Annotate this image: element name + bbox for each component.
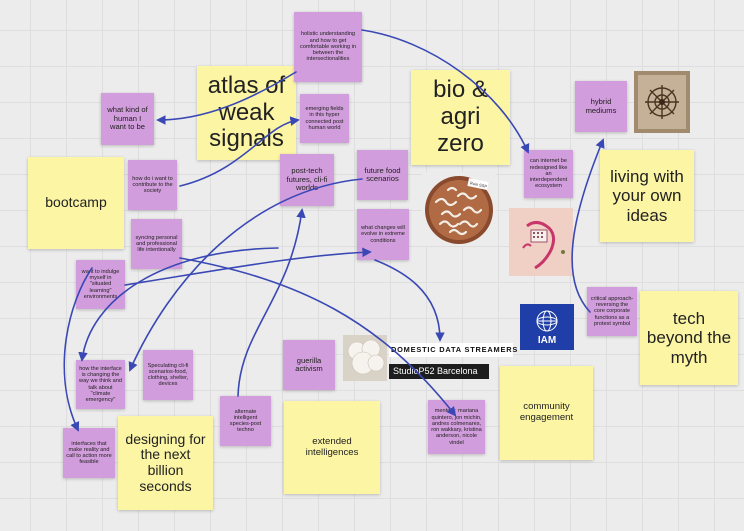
note-text: future food scenarios	[364, 165, 401, 183]
note-what-kind-of-human[interactable]: what kind of human I want to be	[101, 93, 154, 145]
note-interfaces-reality[interactable]: interfaces that make reality and call to…	[63, 428, 115, 478]
note-alternate-intelligent-species[interactable]: alternate intelligent species-post techn…	[220, 396, 271, 446]
note-critical-approach[interactable]: critical approach-reversing the core cor…	[587, 287, 637, 336]
photo-wall-art[interactable]	[634, 71, 690, 133]
note-how-do-i-contribute[interactable]: how do i want to contribute to the socie…	[128, 160, 177, 210]
note-holistic-understanding[interactable]: holistic understanding and how to get co…	[294, 12, 362, 82]
note-guerilla-activism[interactable]: guerilla activism	[283, 340, 335, 390]
note-how-the-interface[interactable]: how the interface is changing the way we…	[76, 360, 125, 409]
svg-text:Ruin SSP: Ruin SSP	[470, 180, 488, 189]
studio-logo-text: StudioP52 Barcelona	[393, 366, 478, 376]
note-extended-intelligences[interactable]: extended intelligences	[284, 401, 380, 494]
note-text: alternate intelligent species-post techn…	[229, 408, 262, 434]
note-situated-learning[interactable]: want to indulge myself in "situated lear…	[76, 260, 125, 309]
object-image	[522, 221, 565, 270]
logo-domestic-data-streamers[interactable]: DOMESTIC DATA STREAMERS	[389, 343, 517, 357]
note-text: critical approach-reversing the core cor…	[590, 295, 634, 327]
note-syncing-personal-professional[interactable]: syncing personal and professional life i…	[131, 219, 182, 269]
note-text: interfaces that make reality and call to…	[66, 440, 112, 466]
note-text: atlas of weak signals	[207, 71, 286, 153]
photo-foam-sculpture[interactable]	[343, 335, 387, 381]
note-text: how the interface is changing the way we…	[79, 365, 122, 403]
logo-iam[interactable]: IAM	[520, 304, 574, 350]
arrow-syncing-to-mentors	[179, 257, 457, 417]
note-text: bootcamp	[45, 194, 107, 211]
note-community-engagement[interactable]: community engagement	[500, 366, 593, 460]
note-emerging-fields[interactable]: emerging fields in this hyper connected …	[300, 94, 349, 143]
note-post-tech-futures[interactable]: post-tech futures, cli-fi worlds	[280, 154, 334, 206]
note-designing-next-billion-seconds[interactable]: designing for the next billion seconds	[118, 416, 213, 510]
note-text: holistic understanding and how to get co…	[300, 31, 356, 63]
logo-studiop52[interactable]: StudioP52 Barcelona	[389, 364, 489, 379]
note-what-changes[interactable]: what changes will evolve in extreme cond…	[357, 209, 409, 260]
pizza-image: Ruin SSP	[425, 176, 493, 244]
photo-pink-object[interactable]	[509, 208, 573, 276]
note-mentors[interactable]: mentors: mariana quintero, jon michin, a…	[428, 400, 485, 454]
note-text: post-tech futures, cli-fi worlds	[286, 166, 328, 193]
note-text: how do i want to contribute to the socie…	[132, 175, 173, 195]
note-living-with-your-own-ideas[interactable]: living with your own ideas	[600, 150, 694, 242]
note-atlas-of-weak-signals[interactable]: atlas of weak signals	[197, 66, 296, 160]
iam-globe-icon	[536, 310, 558, 332]
note-future-food-scenarios[interactable]: future food scenarios	[357, 150, 408, 200]
note-text: hybrid mediums	[585, 97, 617, 115]
note-speculating-cli-fi[interactable]: Speculating cli-fi scenarios-food, cloth…	[143, 350, 193, 400]
note-text: can internet be redesigned like an inter…	[529, 158, 568, 190]
foam-image	[343, 335, 387, 381]
note-bootcamp[interactable]: bootcamp	[28, 157, 124, 249]
note-text: mentors: mariana quintero, jon michin, a…	[431, 408, 482, 446]
photo-pizza[interactable]: Ruin SSP	[422, 172, 496, 246]
note-text: living with your own ideas	[610, 167, 684, 225]
note-tech-beyond-the-myth[interactable]: tech beyond the myth	[640, 291, 738, 385]
note-text: what kind of human I want to be	[107, 105, 148, 132]
dds-logo-text: DOMESTIC DATA STREAMERS	[391, 345, 519, 354]
note-text: bio & agri zero	[433, 76, 488, 157]
note-internet-redesigned[interactable]: can internet be redesigned like an inter…	[524, 150, 573, 198]
iam-logo-text: IAM	[537, 335, 557, 346]
arrow-what-changes-to-dds	[374, 259, 445, 342]
note-text: extended intelligences	[305, 435, 359, 458]
note-text: what changes will evolve in extreme cond…	[361, 225, 405, 244]
note-text: syncing personal and professional life i…	[135, 234, 178, 254]
note-text: tech beyond the myth	[646, 309, 732, 367]
note-bio-agri-zero[interactable]: bio & agri zero	[411, 70, 510, 165]
note-text: designing for the next billion seconds	[125, 430, 206, 494]
note-text: emerging fields in this hyper connected …	[305, 106, 344, 131]
note-text: Speculating cli-fi scenarios-food, cloth…	[147, 362, 189, 388]
note-text: guerilla activism	[295, 355, 323, 373]
note-hybrid-mediums[interactable]: hybrid mediums	[575, 81, 627, 132]
wall-art-image	[634, 71, 690, 133]
note-text: want to indulge myself in "situated lear…	[81, 268, 120, 300]
note-text: community engagement	[519, 401, 574, 423]
